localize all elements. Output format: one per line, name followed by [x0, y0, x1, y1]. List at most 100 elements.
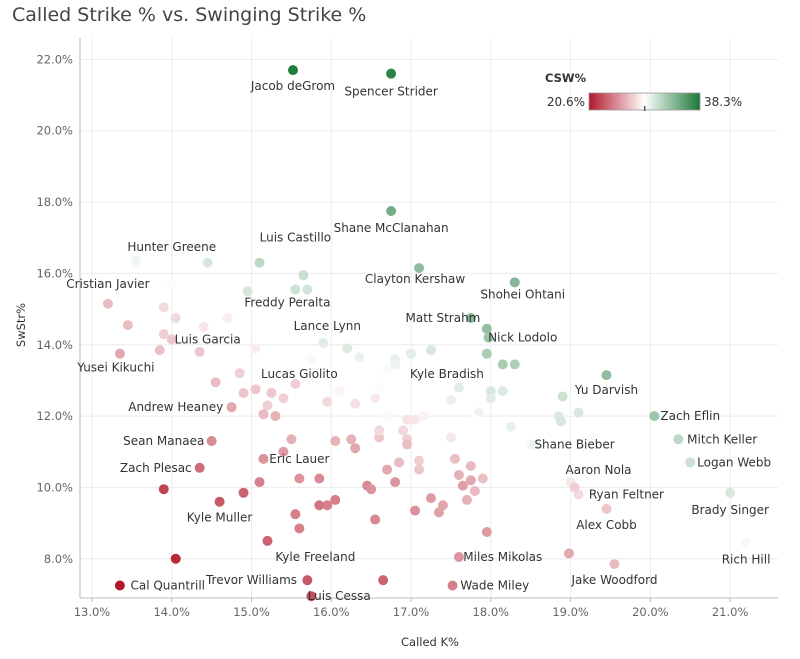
x-tick-label: 16.0% — [313, 605, 350, 619]
data-point — [477, 473, 488, 484]
data-point — [414, 263, 425, 274]
point-label: Trevor Williams — [205, 573, 297, 587]
data-point — [266, 387, 277, 398]
point-label: Alex Cobb — [576, 518, 637, 532]
data-point — [406, 348, 417, 359]
data-point — [573, 407, 584, 418]
csw-legend: CSW% 20.6% 38.3% — [545, 71, 742, 111]
data-point — [346, 434, 357, 445]
point-label: Brady Singer — [691, 503, 769, 517]
point-label: Yusei Kikuchi — [76, 361, 154, 375]
data-point — [497, 386, 508, 397]
data-point — [374, 382, 385, 393]
y-tick-label: 20.0% — [36, 124, 73, 138]
data-point — [465, 313, 476, 323]
data-point — [497, 359, 508, 370]
data-point — [386, 68, 397, 79]
data-point — [350, 443, 361, 454]
y-tick-label: 14.0% — [36, 338, 73, 352]
point-label: Zach Eflin — [660, 409, 720, 423]
data-point — [382, 364, 393, 375]
point-label: Wade Miley — [460, 579, 529, 593]
data-point — [206, 436, 217, 447]
data-point — [262, 400, 273, 411]
data-point — [465, 461, 476, 472]
point-label: Luis Garcia — [175, 332, 241, 346]
data-point — [366, 484, 377, 495]
data-point — [250, 384, 261, 395]
data-point — [262, 535, 273, 546]
y-tick-label: 8.0% — [44, 552, 73, 566]
data-point — [314, 500, 325, 511]
point-label: Miles Mikolas — [463, 550, 542, 564]
data-point — [453, 551, 464, 562]
data-point — [286, 434, 297, 445]
axes: 13.0% 14.0% 15.0% 16.0% 17.0% 18.0% 19.0% 20.0%… — [36, 38, 778, 619]
data-point — [410, 414, 421, 425]
data-point — [114, 580, 125, 591]
point-label: Sean Manaea — [123, 434, 204, 448]
data-point — [609, 559, 620, 570]
point-label: Luis Castillo — [260, 231, 332, 245]
data-point — [374, 432, 385, 443]
data-point — [102, 298, 113, 309]
data-point — [556, 416, 567, 427]
y-tick-label: 16.0% — [36, 266, 73, 280]
data-point — [382, 411, 393, 422]
data-point — [298, 270, 309, 281]
data-point — [557, 391, 568, 402]
data-point — [270, 411, 281, 422]
data-point — [278, 393, 289, 404]
data-point — [202, 257, 213, 268]
data-point — [238, 487, 249, 498]
data-point — [457, 480, 468, 491]
point-label: Clayton Kershaw — [365, 272, 465, 286]
data-point — [314, 473, 325, 484]
data-point — [294, 473, 305, 484]
data-point — [306, 354, 317, 365]
data-point — [250, 343, 261, 354]
data-point — [673, 434, 684, 445]
data-point — [130, 255, 141, 266]
point-label: Kyle Bradish — [410, 367, 484, 381]
point-labels: Jacob deGrom Spencer Strider Shane McClana… — [66, 79, 771, 603]
data-point — [481, 323, 492, 334]
data-point — [354, 352, 365, 363]
data-point — [445, 432, 456, 443]
data-point — [481, 527, 492, 538]
data-point — [290, 378, 301, 389]
data-point — [166, 279, 177, 290]
data-point — [302, 284, 313, 295]
x-tick-label: 13.0% — [74, 605, 111, 619]
data-point — [469, 414, 480, 425]
point-label: Logan Webb — [697, 455, 771, 469]
point-label: Jacob deGrom — [250, 79, 335, 93]
data-point — [569, 482, 580, 493]
point-label: Kyle Muller — [187, 511, 253, 525]
data-point — [485, 393, 496, 404]
data-point — [414, 464, 425, 475]
data-point — [386, 205, 397, 216]
data-point — [330, 494, 341, 505]
data-point — [166, 334, 177, 345]
y-tick-label: 22.0% — [36, 52, 73, 66]
data-point — [453, 382, 464, 393]
y-axis-label: SwStr% — [14, 303, 28, 347]
data-point — [290, 284, 301, 295]
point-label: Zach Plesac — [120, 461, 192, 475]
point-label: Shane Bieber — [534, 438, 614, 452]
data-point — [114, 348, 125, 359]
data-point — [485, 386, 496, 397]
data-point — [378, 575, 389, 586]
data-point — [214, 496, 225, 507]
legend-min-label: 20.6% — [547, 95, 585, 109]
data-point — [509, 277, 520, 288]
data-point — [374, 425, 385, 436]
data-point — [322, 500, 333, 511]
data-point — [122, 320, 133, 331]
data-point — [398, 425, 409, 436]
data-point — [154, 345, 165, 356]
data-point — [287, 65, 298, 76]
data-point — [306, 591, 317, 602]
point-label: Freddy Peralta — [244, 295, 330, 309]
